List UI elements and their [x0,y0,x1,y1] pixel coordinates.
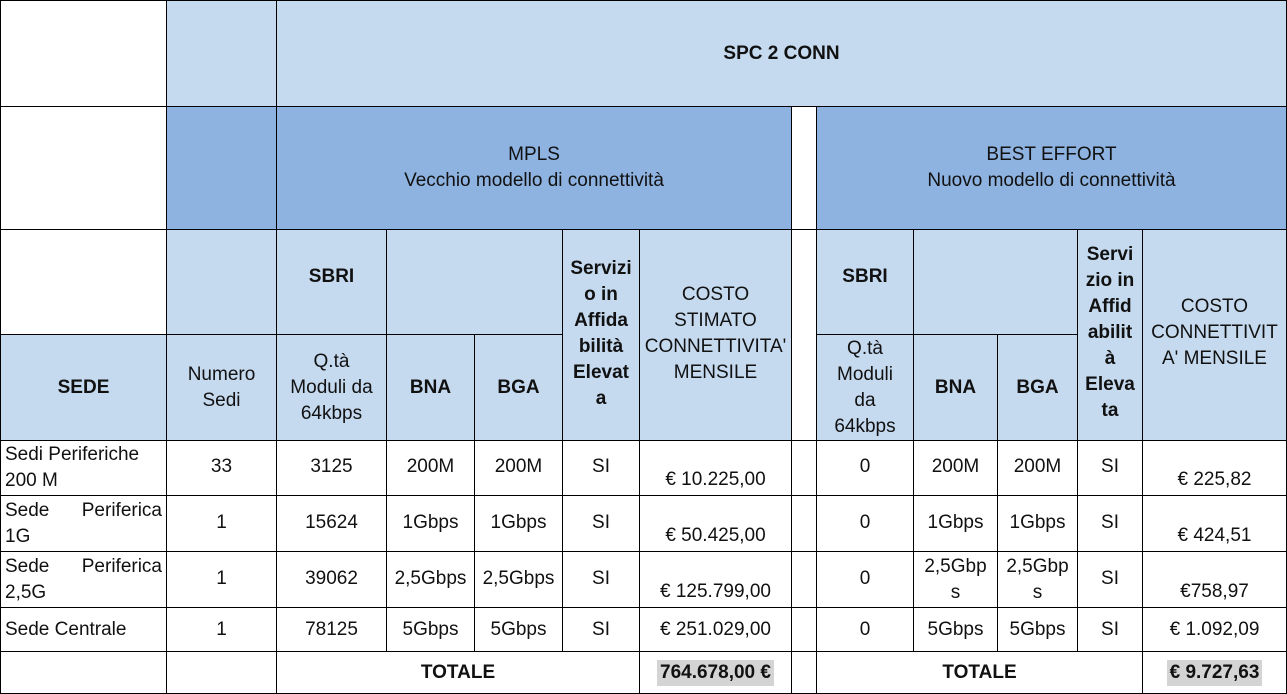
bna-best-effort-cell: 200M [913,440,998,496]
bna-best-effort-cell: 2,5Gbp s [913,551,998,608]
empty-header-cell [166,229,277,335]
bga-best-effort-cell: 5Gbps [997,607,1078,652]
empty-total-cell [0,651,167,694]
costo-best-effort-cell: € 1.092,09 [1142,607,1287,652]
servizio-affidabilita-header-best-effort: Servi zio in Affid abilit à Eleva ta [1077,229,1143,441]
qta-moduli-mpls-cell: 15624 [276,495,387,552]
empty-total-cell [166,651,277,694]
table-title: SPC 2 CONN [276,0,1287,107]
bna-mpls-cell: 1Gbps [386,495,475,552]
separator-cell [791,440,817,496]
best-effort-name: BEST EFFORT [986,144,1117,165]
totale-value-mpls: 764.678,00 € [657,659,774,686]
qta-moduli-header-mpls: Q.tà Moduli da 64kbps [276,334,387,441]
separator-cell [791,229,817,441]
mpls-header: MPLS Vecchio modello di connettività [276,106,792,230]
bga-header-mpls: BGA [474,334,563,441]
sede-header: SEDE [0,334,167,441]
servizio-best-effort-cell: SI [1077,440,1143,496]
numero-sedi-header: Numero Sedi [166,334,277,441]
separator-cell [791,106,817,230]
numero-sedi-cell: 1 [166,495,277,552]
bga-best-effort-cell: 200M [997,440,1078,496]
bga-mpls-cell: 5Gbps [474,607,563,652]
mpls-name: MPLS [508,144,560,165]
sede-cell: Sedi Periferiche 200 M [0,440,167,496]
qta-moduli-best-effort-cell: 0 [816,551,914,608]
empty-header-cell [166,106,277,230]
costo-header-best-effort: COSTO CONNETTIVIT A' MENSILE [1142,229,1287,441]
separator-cell [791,551,817,608]
separator-cell [791,607,817,652]
separator-cell [791,651,817,694]
mpls-description: Vecchio modello di connettività [404,170,664,191]
bna-best-effort-cell: 5Gbps [913,607,998,652]
bga-best-effort-cell: 2,5Gbp s [997,551,1078,608]
best-effort-header: BEST EFFORT Nuovo modello di connettivit… [816,106,1287,230]
totale-value-best-effort-cell: € 9.727,63 [1142,651,1287,694]
qta-moduli-best-effort-cell: 0 [816,440,914,496]
servizi-mpls-cell: SI [562,607,640,652]
bga-best-effort-cell: 1Gbps [997,495,1078,552]
servizi-mpls-cell: SI [562,440,640,496]
qta-moduli-mpls-cell: 3125 [276,440,387,496]
bna-mpls-cell: 2,5Gbps [386,551,475,608]
costo-best-effort-cell: € 424,51 [1142,495,1287,552]
sede-cell: Sede Periferica 1G [0,495,167,552]
servizi-mpls-cell: SI [562,495,640,552]
numero-sedi-cell: 1 [166,607,277,652]
costo-best-effort-cell: € 225,82 [1142,440,1287,496]
bga-mpls-cell: 1Gbps [474,495,563,552]
totale-label-best-effort: TOTALE [816,651,1143,694]
numero-sedi-cell: 33 [166,440,277,496]
numero-sedi-cell: 1 [166,551,277,608]
costo-header-mpls: COSTO STIMATO CONNETTIVITA' MENSILE [639,229,792,441]
bna-mpls-cell: 200M [386,440,475,496]
bga-header-best-effort: BGA [997,334,1078,441]
servizi-affidabilita-header-mpls: Servizi o in Affida bilità Elevat a [562,229,640,441]
bna-mpls-cell: 5Gbps [386,607,475,652]
totale-value-mpls-cell: 764.678,00 € [639,651,792,694]
servizio-best-effort-cell: SI [1077,495,1143,552]
servizio-best-effort-cell: SI [1077,607,1143,652]
separator-cell [791,495,817,552]
bna-header-mpls: BNA [386,334,475,441]
totale-value-best-effort: € 9.727,63 [1166,659,1263,686]
qta-moduli-mpls-cell: 39062 [276,551,387,608]
costo-mpls-cell: € 125.799,00 [639,551,792,608]
servizi-mpls-cell: SI [562,551,640,608]
qta-moduli-best-effort-cell: 0 [816,495,914,552]
bna-best-effort-cell: 1Gbps [913,495,998,552]
sbri-header-mpls: SBRI [276,229,387,335]
servizio-best-effort-cell: SI [1077,551,1143,608]
totale-label-mpls: TOTALE [276,651,640,694]
costo-mpls-cell: € 251.029,00 [639,607,792,652]
sbri-header-best-effort: SBRI [816,229,914,335]
qta-moduli-best-effort-cell: 0 [816,607,914,652]
costo-mpls-cell: € 10.225,00 [639,440,792,496]
qta-moduli-header-best-effort: Q.tà Moduli da 64kbps [816,334,914,441]
bga-mpls-cell: 2,5Gbps [474,551,563,608]
empty-corner-cell [0,229,167,335]
empty-corner-cell [0,0,167,107]
costo-mpls-cell: € 50.425,00 [639,495,792,552]
bna-header-best-effort: BNA [913,334,998,441]
sede-cell: Sede Centrale [0,607,167,652]
best-effort-description: Nuovo modello di connettività [927,170,1176,191]
bga-mpls-cell: 200M [474,440,563,496]
empty-corner-cell [0,106,167,230]
qta-moduli-mpls-cell: 78125 [276,607,387,652]
costo-best-effort-cell: €758,97 [1142,551,1287,608]
empty-header-cell [166,0,277,107]
empty-header-cell [386,229,563,335]
empty-header-cell [913,229,1078,335]
sede-cell: Sede Periferica 2,5G [0,551,167,608]
